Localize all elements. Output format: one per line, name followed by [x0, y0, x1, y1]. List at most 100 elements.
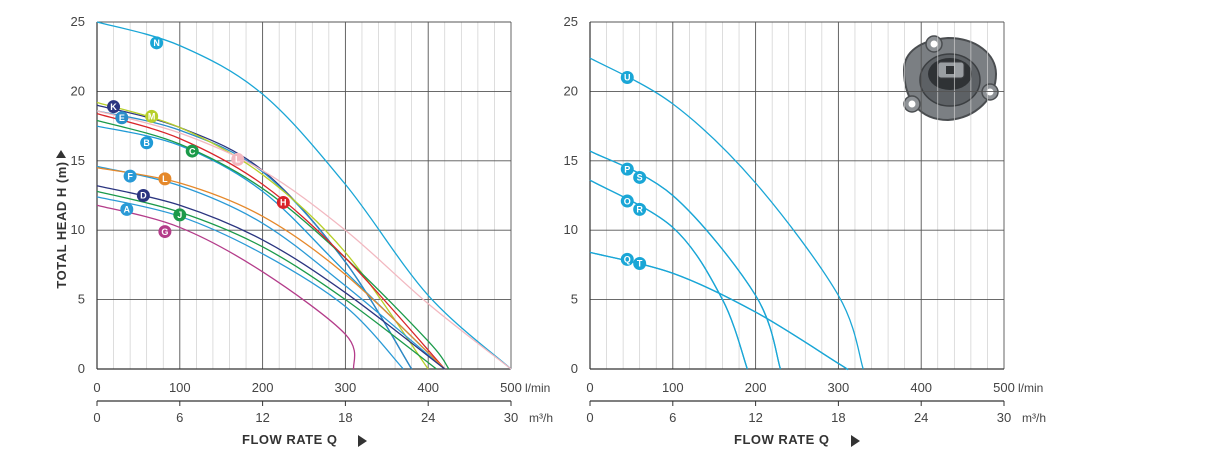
right-series-badge-label-u: U: [624, 73, 631, 83]
right-y-tick-label: 25: [564, 14, 578, 29]
left-series-badge-label-e: E: [119, 113, 125, 123]
left-series-badge-e: [115, 111, 129, 125]
left-x-unit-primary: l/min: [525, 381, 550, 395]
left-series-line-d: [96, 185, 446, 370]
x-axis-arrow-icon-right: [851, 435, 860, 447]
left-y-tick-label: 0: [78, 361, 85, 376]
left-x-tick-label-secondary: 0: [93, 410, 100, 425]
right-x-tick-label: 300: [828, 380, 850, 395]
left-series-badge-label-l: L: [162, 174, 168, 184]
left-series-badge-label-n: N: [153, 38, 160, 48]
left-series-badge-label-d: D: [140, 191, 147, 201]
y-axis-title: TOTAL HEAD H (m): [54, 161, 69, 288]
right-series-badge-label-p: P: [624, 164, 630, 174]
right-x-tick-label-secondary: 24: [914, 410, 928, 425]
left-series-line-l: [96, 167, 446, 370]
left-x-tick-label-secondary: 12: [255, 410, 269, 425]
right-series-badge-r: [633, 202, 647, 216]
left-series-badge-c: [185, 144, 199, 158]
left-x-tick-label: 300: [335, 380, 357, 395]
left-series-badge-l: [158, 172, 172, 186]
right-series-line-u: [589, 57, 864, 370]
left-series-line-g: [96, 204, 356, 370]
left-series-line-a: [96, 196, 404, 370]
right-series-line-p: [589, 150, 782, 370]
left-series-line-j: [96, 190, 437, 370]
left-y-tick-label: 15: [71, 153, 85, 168]
right-y-tick-label: 10: [564, 222, 578, 237]
left-series-badge-a: [120, 202, 134, 216]
left-series-badge-label-m: M: [148, 112, 156, 122]
left-series-badge-g: [158, 225, 172, 239]
left-series-badge-label-j: J: [177, 210, 182, 220]
right-series-badge-t: [633, 257, 647, 271]
right-x-tick-label-secondary: 0: [586, 410, 593, 425]
right-series-badge-label-q: Q: [624, 255, 631, 265]
left-x-tick-label-secondary: 6: [176, 410, 183, 425]
left-series-badge-label-a: A: [124, 205, 131, 215]
left-x-tick-label-secondary: 24: [421, 410, 435, 425]
pump-part-image: [888, 22, 1004, 128]
right-y-tick-label: 15: [564, 153, 578, 168]
left-x-tick-label: 400: [417, 380, 439, 395]
right-y-tick-label: 0: [571, 361, 578, 376]
left-series-line-c: [96, 119, 450, 370]
left-x-tick-label: 200: [252, 380, 274, 395]
left-x-tick-label-secondary: 30: [504, 410, 518, 425]
left-y-tick-label: 5: [78, 292, 85, 307]
right-x-unit-primary: l/min: [1018, 381, 1043, 395]
left-series-line-h: [96, 112, 446, 370]
right-series-line-o: [589, 179, 748, 370]
right-x-tick-label: 200: [745, 380, 767, 395]
right-series-line-s: [589, 150, 782, 370]
left-x-unit-secondary: m³/h: [529, 411, 553, 425]
left-x-tick-label-secondary: 18: [338, 410, 352, 425]
left-x-tick-label: 0: [93, 380, 100, 395]
right-series-badge-p: [620, 162, 634, 176]
left-y-tick-label: 25: [71, 14, 85, 29]
x-axis-title-right: FLOW RATE Q: [734, 432, 830, 447]
left-series-line-e: [96, 110, 413, 370]
right-series-badge-label-r: R: [636, 205, 643, 215]
left-series-line-l: [96, 110, 512, 370]
x-axis-title-left: FLOW RATE Q: [242, 432, 338, 447]
right-x-tick-label: 0: [586, 380, 593, 395]
left-series-badge-j: [173, 208, 187, 222]
right-x-tick-label-secondary: 18: [831, 410, 845, 425]
left-series-badge-label-c: C: [189, 146, 196, 156]
right-series-line-t: [589, 251, 849, 371]
right-series-line-q: [589, 251, 849, 371]
right-series-line-r: [589, 179, 748, 370]
right-x-tick-label: 500: [993, 380, 1015, 395]
right-x-tick-label-secondary: 12: [748, 410, 762, 425]
left-x-tick-label: 100: [169, 380, 191, 395]
right-series-badge-q: [620, 252, 634, 266]
right-series-badge-label-o: O: [624, 196, 631, 206]
right-y-tick-label: 20: [564, 83, 578, 98]
left-series-badge-n: [150, 36, 164, 50]
left-series-badge-m: [145, 109, 159, 123]
left-series-badge-label-f: F: [127, 171, 133, 181]
left-x-tick-label: 500: [500, 380, 522, 395]
left-series-line-n: [96, 21, 512, 370]
left-series-line-b: [96, 125, 446, 370]
left-series-badge-l: [231, 152, 245, 166]
left-series-badge-f: [123, 169, 137, 183]
left-series-badge-label-h: H: [280, 198, 287, 208]
left-series-badge-d: [136, 189, 150, 202]
right-x-tick-label-secondary: 30: [997, 410, 1011, 425]
x-axis-arrow-icon-left: [358, 435, 367, 447]
right-chart: 0 5 10 15 20 25 0 100 200 300 400 500 l/min 0 6 12 18 24 3…: [564, 14, 1046, 425]
left-series-badge-label-k: K: [110, 102, 117, 112]
left-series-badge-k: [107, 100, 121, 114]
right-x-tick-label-secondary: 6: [669, 410, 676, 425]
y-axis-arrow-icon: [56, 150, 66, 158]
right-x-unit-secondary: m³/h: [1022, 411, 1046, 425]
left-y-tick-label: 10: [71, 222, 85, 237]
right-series-badge-u: [620, 71, 634, 85]
left-series-badge-label-g: G: [161, 227, 168, 237]
left-series-badge-label-l: L: [235, 155, 241, 165]
left-chart: 0 5 10 15 20 25 0 100 200 300 400 500 l/min 0 6 12 18 24 3…: [71, 14, 553, 425]
right-x-tick-label: 100: [662, 380, 684, 395]
